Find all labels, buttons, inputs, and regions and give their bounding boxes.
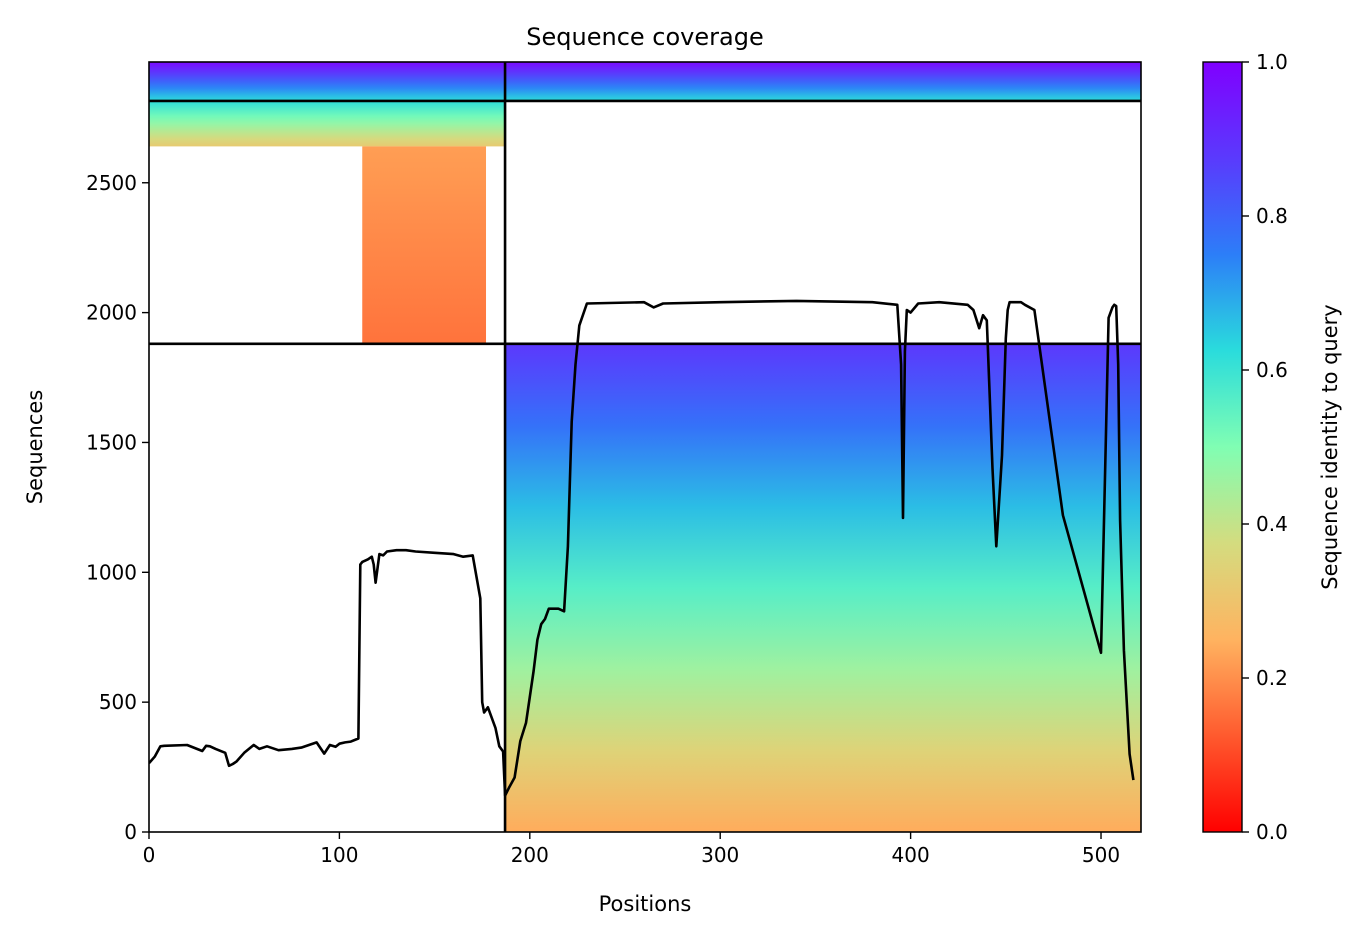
heatmap-block (149, 62, 1141, 101)
x-tick-label: 300 (701, 843, 739, 867)
x-axis-label: Positions (599, 892, 692, 916)
y-axis: 0 500 1000 1500 2000 2500 (86, 171, 149, 844)
y-tick-label: 500 (99, 690, 137, 714)
colorbar-label: Sequence identity to query (1318, 304, 1342, 589)
colorbar (1202, 61, 1243, 833)
chain-boundaries (149, 62, 1141, 832)
x-axis: 0 100 200 300 400 500 (143, 832, 1120, 867)
y-tick-label: 2500 (86, 171, 137, 195)
x-tick-label: 400 (892, 843, 930, 867)
y-tick-label: 1500 (86, 430, 137, 454)
x-tick-label: 0 (143, 843, 156, 867)
y-axis-label: Sequences (23, 390, 47, 505)
heatmap-block (149, 100, 506, 147)
coverage-line (149, 299, 1135, 797)
x-tick-label: 200 (511, 843, 549, 867)
plot-frame (148, 61, 1142, 833)
heatmap-block (505, 343, 1141, 832)
heatmap-block (362, 146, 487, 344)
chart-title: Sequence coverage (526, 23, 763, 51)
colorbar-tick-label: 0.6 (1256, 358, 1288, 382)
colorbar-tick-label: 0.0 (1256, 820, 1288, 844)
y-tick-label: 1000 (86, 560, 137, 584)
x-tick-label: 500 (1082, 843, 1120, 867)
colorbar-ticks: 0.0 0.2 0.4 0.6 0.8 1.0 (1242, 50, 1288, 844)
y-tick-label: 0 (124, 820, 137, 844)
heatmap-blocks (149, 62, 1141, 832)
colorbar-tick-label: 1.0 (1256, 50, 1288, 74)
y-tick-label: 2000 (86, 301, 137, 325)
colorbar-tick-label: 0.8 (1256, 204, 1288, 228)
x-tick-label: 100 (320, 843, 358, 867)
colorbar-tick-label: 0.2 (1256, 666, 1288, 690)
colorbar-tick-label: 0.4 (1256, 512, 1288, 536)
